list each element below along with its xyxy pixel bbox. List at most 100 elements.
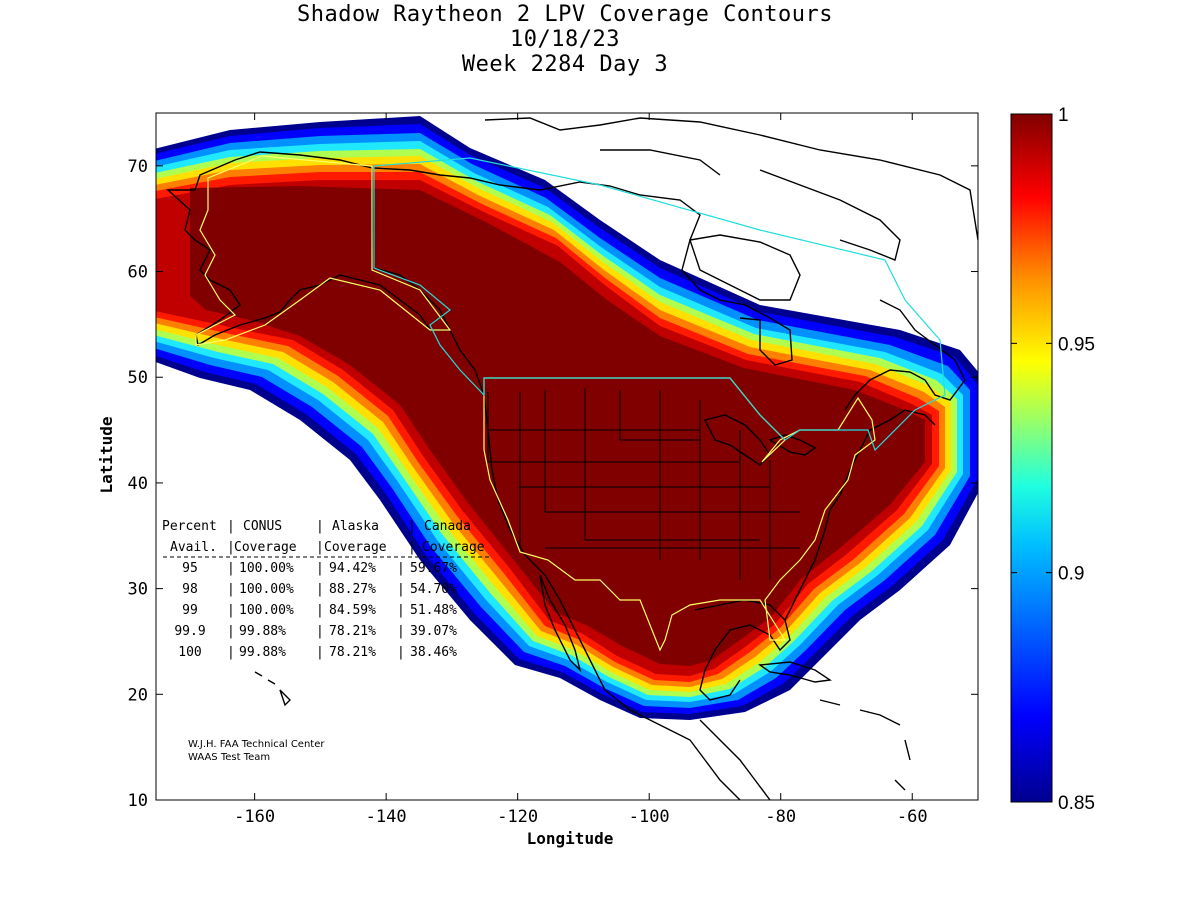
x-tick-label: -160: [234, 807, 275, 827]
central-america: [699, 699, 911, 800]
coverage-table: Percent | CONUS | Alaska | Canada Avail.…: [162, 519, 490, 558]
table-cell-avail: 95: [182, 561, 198, 576]
great-lakes: [703, 414, 817, 466]
service-volume-canada: [373, 157, 946, 452]
hawaii: [254, 671, 291, 707]
colorbar: [1010, 113, 1053, 803]
table-separator: |: [397, 645, 405, 660]
table-subheader-conus: Coverage: [234, 540, 297, 555]
table-cell-conus: 100.00%: [239, 603, 294, 618]
table-cell-avail: 100: [178, 645, 201, 660]
y-tick-label: 60: [128, 263, 148, 283]
credit-line-2: WAAS Test Team: [188, 752, 270, 763]
table-subheader-avail: Avail.: [170, 540, 217, 555]
map-frame: [155, 112, 979, 801]
y-tick-label: 50: [128, 368, 148, 388]
table-subheader-canada: Coverage: [422, 540, 485, 555]
contour-band-1.0: [190, 186, 925, 666]
table-header-conus: CONUS: [243, 519, 282, 534]
table-header-canada: Canada: [424, 519, 471, 534]
x-tick-label: -80: [765, 807, 796, 827]
y-tick-label: 70: [128, 157, 148, 177]
table-cell-canada: 51.48%: [410, 603, 457, 618]
table-cell-canada: 38.46%: [410, 645, 457, 660]
table-separator: |: [316, 603, 324, 618]
y-tick-label: 10: [128, 791, 148, 811]
table-cell-canada: 39.07%: [410, 624, 457, 639]
table-cell-conus: 100.00%: [239, 582, 294, 597]
us-state-borders: [487, 388, 800, 580]
map-gps-week: Week 2284 Day 3: [461, 52, 669, 77]
table-separator: |: [316, 624, 324, 639]
table-cell-alaska: 78.21%: [329, 645, 376, 660]
y-axis-label: Latitude: [97, 416, 116, 493]
labrador-coastline: [844, 299, 966, 411]
gulf-coast: [694, 599, 791, 701]
table-separator: |: [316, 645, 324, 660]
colorbar-tick-label: 1: [1058, 105, 1069, 126]
table-cell-avail: 99.9: [174, 624, 205, 639]
table-separator: |: [316, 582, 324, 597]
table-cell-canada: 59.67%: [410, 561, 457, 576]
table-separator: |: [397, 603, 405, 618]
table-cell-conus: 99.88%: [239, 645, 286, 660]
svg-text:|: |: [408, 540, 416, 555]
table-separator: |: [227, 624, 235, 639]
service-volume-alaska: [195, 155, 452, 346]
x-tick-label: -120: [497, 807, 538, 827]
table-cell-avail: 99: [182, 603, 198, 618]
table-separator: |: [227, 645, 235, 660]
table-separator: |: [227, 561, 235, 576]
state-grid: [487, 388, 800, 580]
table-separator: |: [397, 561, 405, 576]
x-tick-label: -140: [366, 807, 407, 827]
service-volumes: [195, 155, 946, 652]
table-cell-alaska: 94.42%: [329, 561, 376, 576]
table-header-alaska: Alaska: [332, 519, 379, 534]
table-separator: |: [227, 603, 235, 618]
svg-text:|: |: [227, 540, 235, 555]
x-axis-label: Longitude: [527, 829, 614, 848]
table-rows: 95 | 100.00% | 94.42% | 59.67% 98 | 100.00% | 88.27…: [174, 561, 457, 660]
west-coast: [449, 329, 741, 800]
cuba: [758, 661, 832, 683]
credit-line-1: W.J.H. FAA Technical Center: [188, 739, 325, 750]
table-cell-conus: 100.00%: [239, 561, 294, 576]
x-tick-label: -100: [629, 807, 670, 827]
arctic-islands: [484, 117, 978, 261]
x-axis: -160 -140 -120 -100 -80 -60: [234, 113, 928, 827]
east-coast: [784, 409, 936, 621]
map-title: Shadow Raytheon 2 LPV Coverage Contours: [296, 2, 834, 27]
table-cell-alaska: 88.27%: [329, 582, 376, 597]
y-axis: 10 20 30 40 50 60 70: [128, 157, 978, 811]
colorbar-ticks: 1 0.95 0.9 0.85: [1011, 105, 1095, 814]
table-separator: |: [397, 582, 405, 597]
table-cell-avail: 98: [182, 582, 198, 597]
table-cell-alaska: 84.59%: [329, 603, 376, 618]
colorbar-tick-label: 0.9: [1058, 564, 1084, 585]
table-header-percent: Percent: [162, 519, 217, 534]
svg-text:|: |: [408, 519, 416, 534]
table-subheader-alaska: Coverage: [324, 540, 387, 555]
table-cell-canada: 54.70%: [410, 582, 457, 597]
y-tick-label: 40: [128, 474, 148, 494]
coverage-contours: [156, 116, 978, 720]
coastlines: [166, 117, 978, 800]
table-cell-conus: 99.88%: [239, 624, 286, 639]
map-date: 10/18/23: [510, 27, 620, 52]
svg-text:|: |: [316, 540, 324, 555]
alaska-coastline: [166, 151, 452, 347]
y-tick-label: 20: [128, 685, 148, 705]
colorbar-tick-label: 0.95: [1058, 334, 1095, 355]
x-tick-label: -60: [897, 807, 928, 827]
table-separator: |: [316, 561, 324, 576]
svg-text:|: |: [227, 519, 235, 534]
colorbar-tick-label: 0.85: [1058, 793, 1095, 814]
y-tick-label: 30: [128, 580, 148, 600]
table-separator: |: [397, 624, 405, 639]
baja-peninsula: [539, 574, 582, 673]
table-separator: |: [227, 582, 235, 597]
hudson-bay: [689, 234, 801, 301]
table-cell-alaska: 78.21%: [329, 624, 376, 639]
